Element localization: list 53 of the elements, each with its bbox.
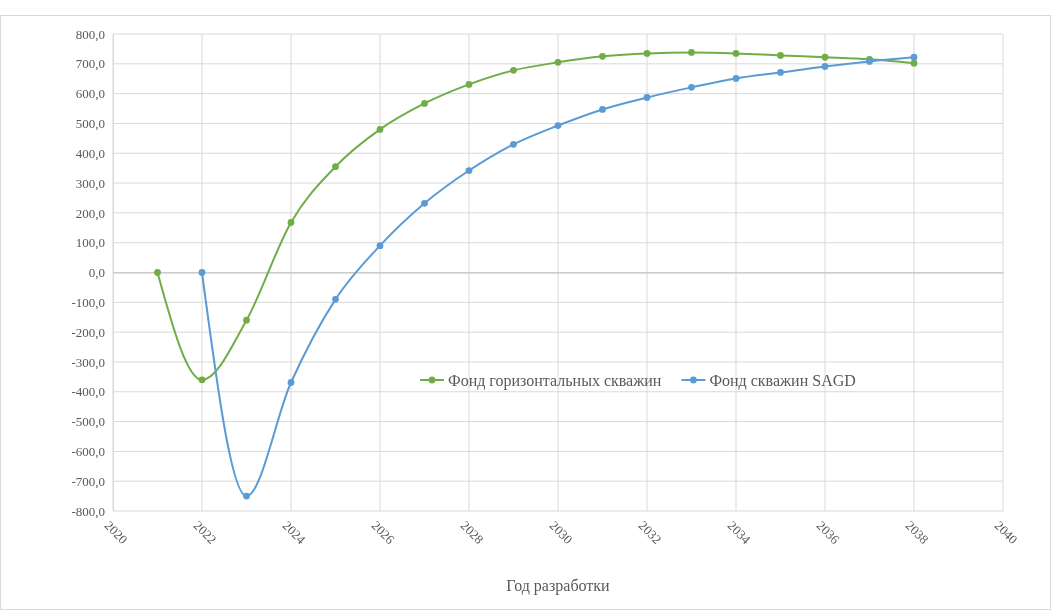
y-tick-label: 800,0 xyxy=(75,26,105,42)
point xyxy=(821,63,829,70)
point xyxy=(510,140,517,148)
y-tick-label: 0,0 xyxy=(88,265,105,281)
point xyxy=(599,106,606,113)
point xyxy=(376,126,384,133)
point xyxy=(421,199,428,207)
point xyxy=(421,100,428,107)
y-tick-label: -500,0 xyxy=(71,414,105,430)
legend-label: Фонд скважин SAGD xyxy=(709,371,856,390)
point xyxy=(510,66,517,74)
y-tick-label: -300,0 xyxy=(71,354,105,370)
y-tick-label: -600,0 xyxy=(71,444,105,460)
x-axis-title: Год разработки xyxy=(506,577,611,595)
point xyxy=(777,52,784,59)
legend-label: Фонд горизонтальных скважин xyxy=(448,371,662,390)
y-tick-label: 100,0 xyxy=(75,235,105,251)
point xyxy=(332,295,339,303)
point xyxy=(332,163,339,171)
y-tick-label: 400,0 xyxy=(75,145,105,161)
y-tick-label: 500,0 xyxy=(75,116,105,132)
y-tick-label: 600,0 xyxy=(75,86,105,102)
point xyxy=(465,81,473,88)
point xyxy=(154,269,161,276)
point xyxy=(243,316,250,324)
point xyxy=(910,59,918,67)
point xyxy=(287,219,295,226)
point xyxy=(643,50,651,57)
y-tick-label: -400,0 xyxy=(71,384,105,400)
y-tick-label: -100,0 xyxy=(71,294,105,310)
point xyxy=(243,492,250,500)
point xyxy=(688,49,695,56)
y-tick-label: -800,0 xyxy=(71,503,105,519)
point xyxy=(287,379,295,386)
y-tick-label: 700,0 xyxy=(75,56,105,72)
y-tick-label: -200,0 xyxy=(71,324,105,340)
point xyxy=(732,75,740,82)
point xyxy=(821,53,829,61)
y-tick-label: 300,0 xyxy=(75,175,105,191)
point xyxy=(376,242,384,250)
point xyxy=(777,69,784,76)
point xyxy=(732,50,740,57)
point xyxy=(688,83,695,91)
point xyxy=(198,376,206,384)
y-tick-label: 200,0 xyxy=(75,205,105,221)
point xyxy=(910,53,918,61)
point xyxy=(198,269,206,276)
point xyxy=(465,167,473,174)
y-tick-label: -700,0 xyxy=(71,473,105,489)
point xyxy=(599,52,606,60)
point xyxy=(554,58,562,66)
point xyxy=(643,94,651,101)
point xyxy=(554,122,562,129)
